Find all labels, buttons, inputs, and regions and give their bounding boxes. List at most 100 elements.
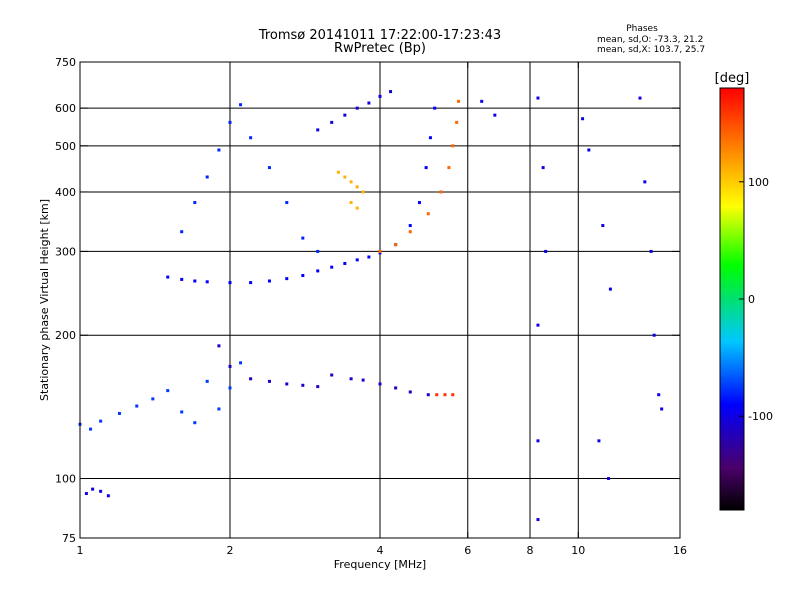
y-tick-label: 200 xyxy=(55,329,76,342)
x-tick-label: 2 xyxy=(227,544,234,557)
echo-point xyxy=(544,249,548,253)
echo-point xyxy=(180,410,184,414)
echo-point xyxy=(106,494,110,498)
colorbar-label: [deg] xyxy=(715,71,750,86)
echo-point xyxy=(378,94,382,98)
x-tick-label: 4 xyxy=(377,544,384,557)
colorbar-tick-label: 100 xyxy=(748,176,769,189)
echo-point xyxy=(228,281,232,285)
echo-point xyxy=(541,166,545,170)
echo-point xyxy=(536,439,540,443)
echo-point xyxy=(408,390,412,394)
echo-point xyxy=(426,393,430,397)
y-tick-label: 75 xyxy=(62,532,76,545)
echo-point xyxy=(451,144,455,148)
echo-point xyxy=(581,117,585,121)
echo-point xyxy=(84,492,88,496)
echo-point xyxy=(330,120,334,124)
echo-point xyxy=(536,323,540,327)
echo-point xyxy=(349,377,353,381)
echo-point xyxy=(166,389,170,393)
chart-subtitle: RwPretec (Bp) xyxy=(334,41,426,56)
y-tick-label: 500 xyxy=(55,140,76,153)
echo-point xyxy=(301,274,305,278)
echo-point xyxy=(217,148,221,152)
echo-point xyxy=(601,224,605,228)
echo-point xyxy=(151,397,155,401)
echo-point xyxy=(443,393,447,397)
echo-point xyxy=(378,382,382,386)
echo-points xyxy=(78,90,664,522)
phase-stats-x: mean, sd,X: 103.7, 25.7 xyxy=(597,45,705,55)
echo-point xyxy=(493,113,497,117)
echo-point xyxy=(361,378,365,382)
echo-point xyxy=(638,96,642,100)
echo-point xyxy=(99,419,103,423)
echo-point xyxy=(180,230,184,234)
y-tick-label: 100 xyxy=(55,473,76,486)
echo-point xyxy=(343,175,347,179)
echo-point xyxy=(536,518,540,522)
echo-point xyxy=(193,421,197,425)
echo-point xyxy=(228,364,232,368)
y-tick-label: 400 xyxy=(55,186,76,199)
echo-point xyxy=(536,96,540,100)
echo-point xyxy=(180,277,184,281)
echo-point xyxy=(378,249,382,253)
echo-point xyxy=(355,206,359,210)
echo-point xyxy=(408,224,412,228)
echo-point xyxy=(652,333,656,337)
echo-point xyxy=(267,166,271,170)
echo-point xyxy=(433,106,437,110)
echo-point xyxy=(228,386,232,390)
echo-point xyxy=(649,249,653,253)
echo-point xyxy=(91,487,95,491)
echo-point xyxy=(608,287,612,291)
echo-point xyxy=(301,236,305,240)
echo-point xyxy=(249,136,253,140)
echo-point xyxy=(424,166,428,170)
x-axis-label: Frequency [MHz] xyxy=(334,558,426,571)
echo-point xyxy=(426,212,430,216)
echo-point xyxy=(330,265,334,269)
echo-point xyxy=(267,379,271,383)
echo-point xyxy=(249,281,253,285)
echo-point xyxy=(361,190,365,194)
echo-point xyxy=(285,201,289,205)
y-tick-label: 600 xyxy=(55,102,76,115)
echo-point xyxy=(439,190,443,194)
x-tick-label: 8 xyxy=(527,544,534,557)
echo-point xyxy=(417,201,421,205)
echo-point xyxy=(657,393,661,397)
echo-point xyxy=(285,277,289,281)
echo-point xyxy=(217,407,221,411)
echo-point xyxy=(285,382,289,386)
chart-title: Tromsø 20141011 17:22:00-17:23:43 xyxy=(258,28,501,43)
echo-point xyxy=(316,385,320,389)
echo-point xyxy=(408,230,412,234)
echo-point xyxy=(316,249,320,253)
colorbar-tick-label: -100 xyxy=(748,410,773,423)
echo-point xyxy=(587,148,591,152)
echo-point xyxy=(643,180,647,184)
echo-point xyxy=(99,489,103,493)
echo-point xyxy=(607,477,611,481)
x-tick-label: 16 xyxy=(673,544,687,557)
y-axis-ticks: 75 100 200 300 400 500 600 750 xyxy=(55,56,680,545)
echo-point xyxy=(394,243,398,247)
echo-point xyxy=(451,393,455,397)
echo-point xyxy=(343,261,347,265)
echo-point xyxy=(239,103,243,107)
x-tick-label: 1 xyxy=(77,544,84,557)
echo-point xyxy=(205,175,209,179)
phase-stats-o: mean, sd,O: -73.3, 21.2 xyxy=(597,35,703,45)
echo-point xyxy=(367,101,371,105)
echo-point xyxy=(394,386,398,390)
echo-point xyxy=(336,170,340,174)
echo-point xyxy=(193,279,197,283)
echo-point xyxy=(355,106,359,110)
echo-point xyxy=(597,439,601,443)
echo-point xyxy=(455,120,459,124)
echo-point xyxy=(205,280,209,284)
